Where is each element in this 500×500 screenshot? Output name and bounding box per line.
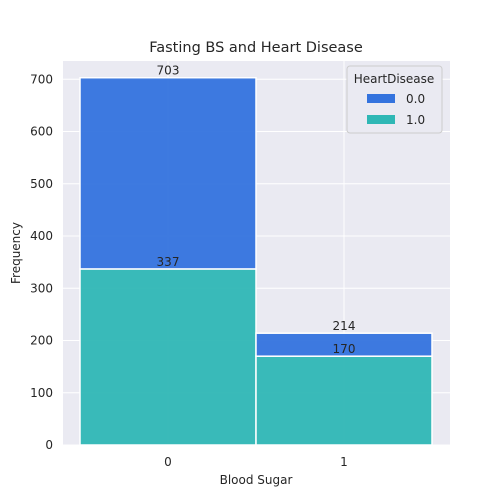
y-tick-label: 500	[30, 177, 53, 191]
y-tick-label: 300	[30, 281, 53, 295]
y-tick-label: 400	[30, 229, 53, 243]
y-tick-label: 100	[30, 386, 53, 400]
bar-heartdisease-1-0-bs-0	[79, 268, 257, 446]
legend-entries: 0.0 1.0	[367, 92, 425, 127]
legend-entry-label: 1.0	[406, 113, 425, 127]
data-label: 703	[157, 64, 180, 78]
bar-heartdisease-0-0-bs-1	[255, 332, 433, 357]
data-label: 337	[157, 255, 180, 269]
y-tick-label: 0	[45, 438, 53, 452]
bar-heartdisease-1-0-bs-1	[255, 355, 433, 446]
chart-title: Fasting BS and Heart Disease	[149, 40, 363, 56]
data-labels: 337 170 703 214	[157, 64, 356, 356]
legend-title: HeartDisease	[354, 72, 435, 86]
legend-entry-label: 0.0	[406, 92, 425, 106]
legend-swatch	[367, 115, 395, 124]
y-axis-label: Frequency	[9, 222, 23, 284]
data-label: 170	[333, 342, 356, 356]
bars	[79, 76, 433, 446]
bar-heartdisease-0-0-bs-0	[79, 76, 257, 270]
legend: HeartDisease 0.0 1.0	[346, 65, 443, 134]
legend-swatch	[367, 94, 395, 103]
x-axis-label: Blood Sugar	[220, 473, 293, 487]
y-tick-label: 200	[30, 334, 53, 348]
x-tick-label: 1	[340, 455, 348, 469]
data-label: 214	[333, 319, 356, 333]
y-tick-label: 600	[30, 125, 53, 139]
y-tick-label: 700	[30, 72, 53, 86]
x-tick-label: 0	[164, 455, 172, 469]
y-axis-ticks: 0 100 200 300 400 500 600 700	[30, 72, 53, 452]
